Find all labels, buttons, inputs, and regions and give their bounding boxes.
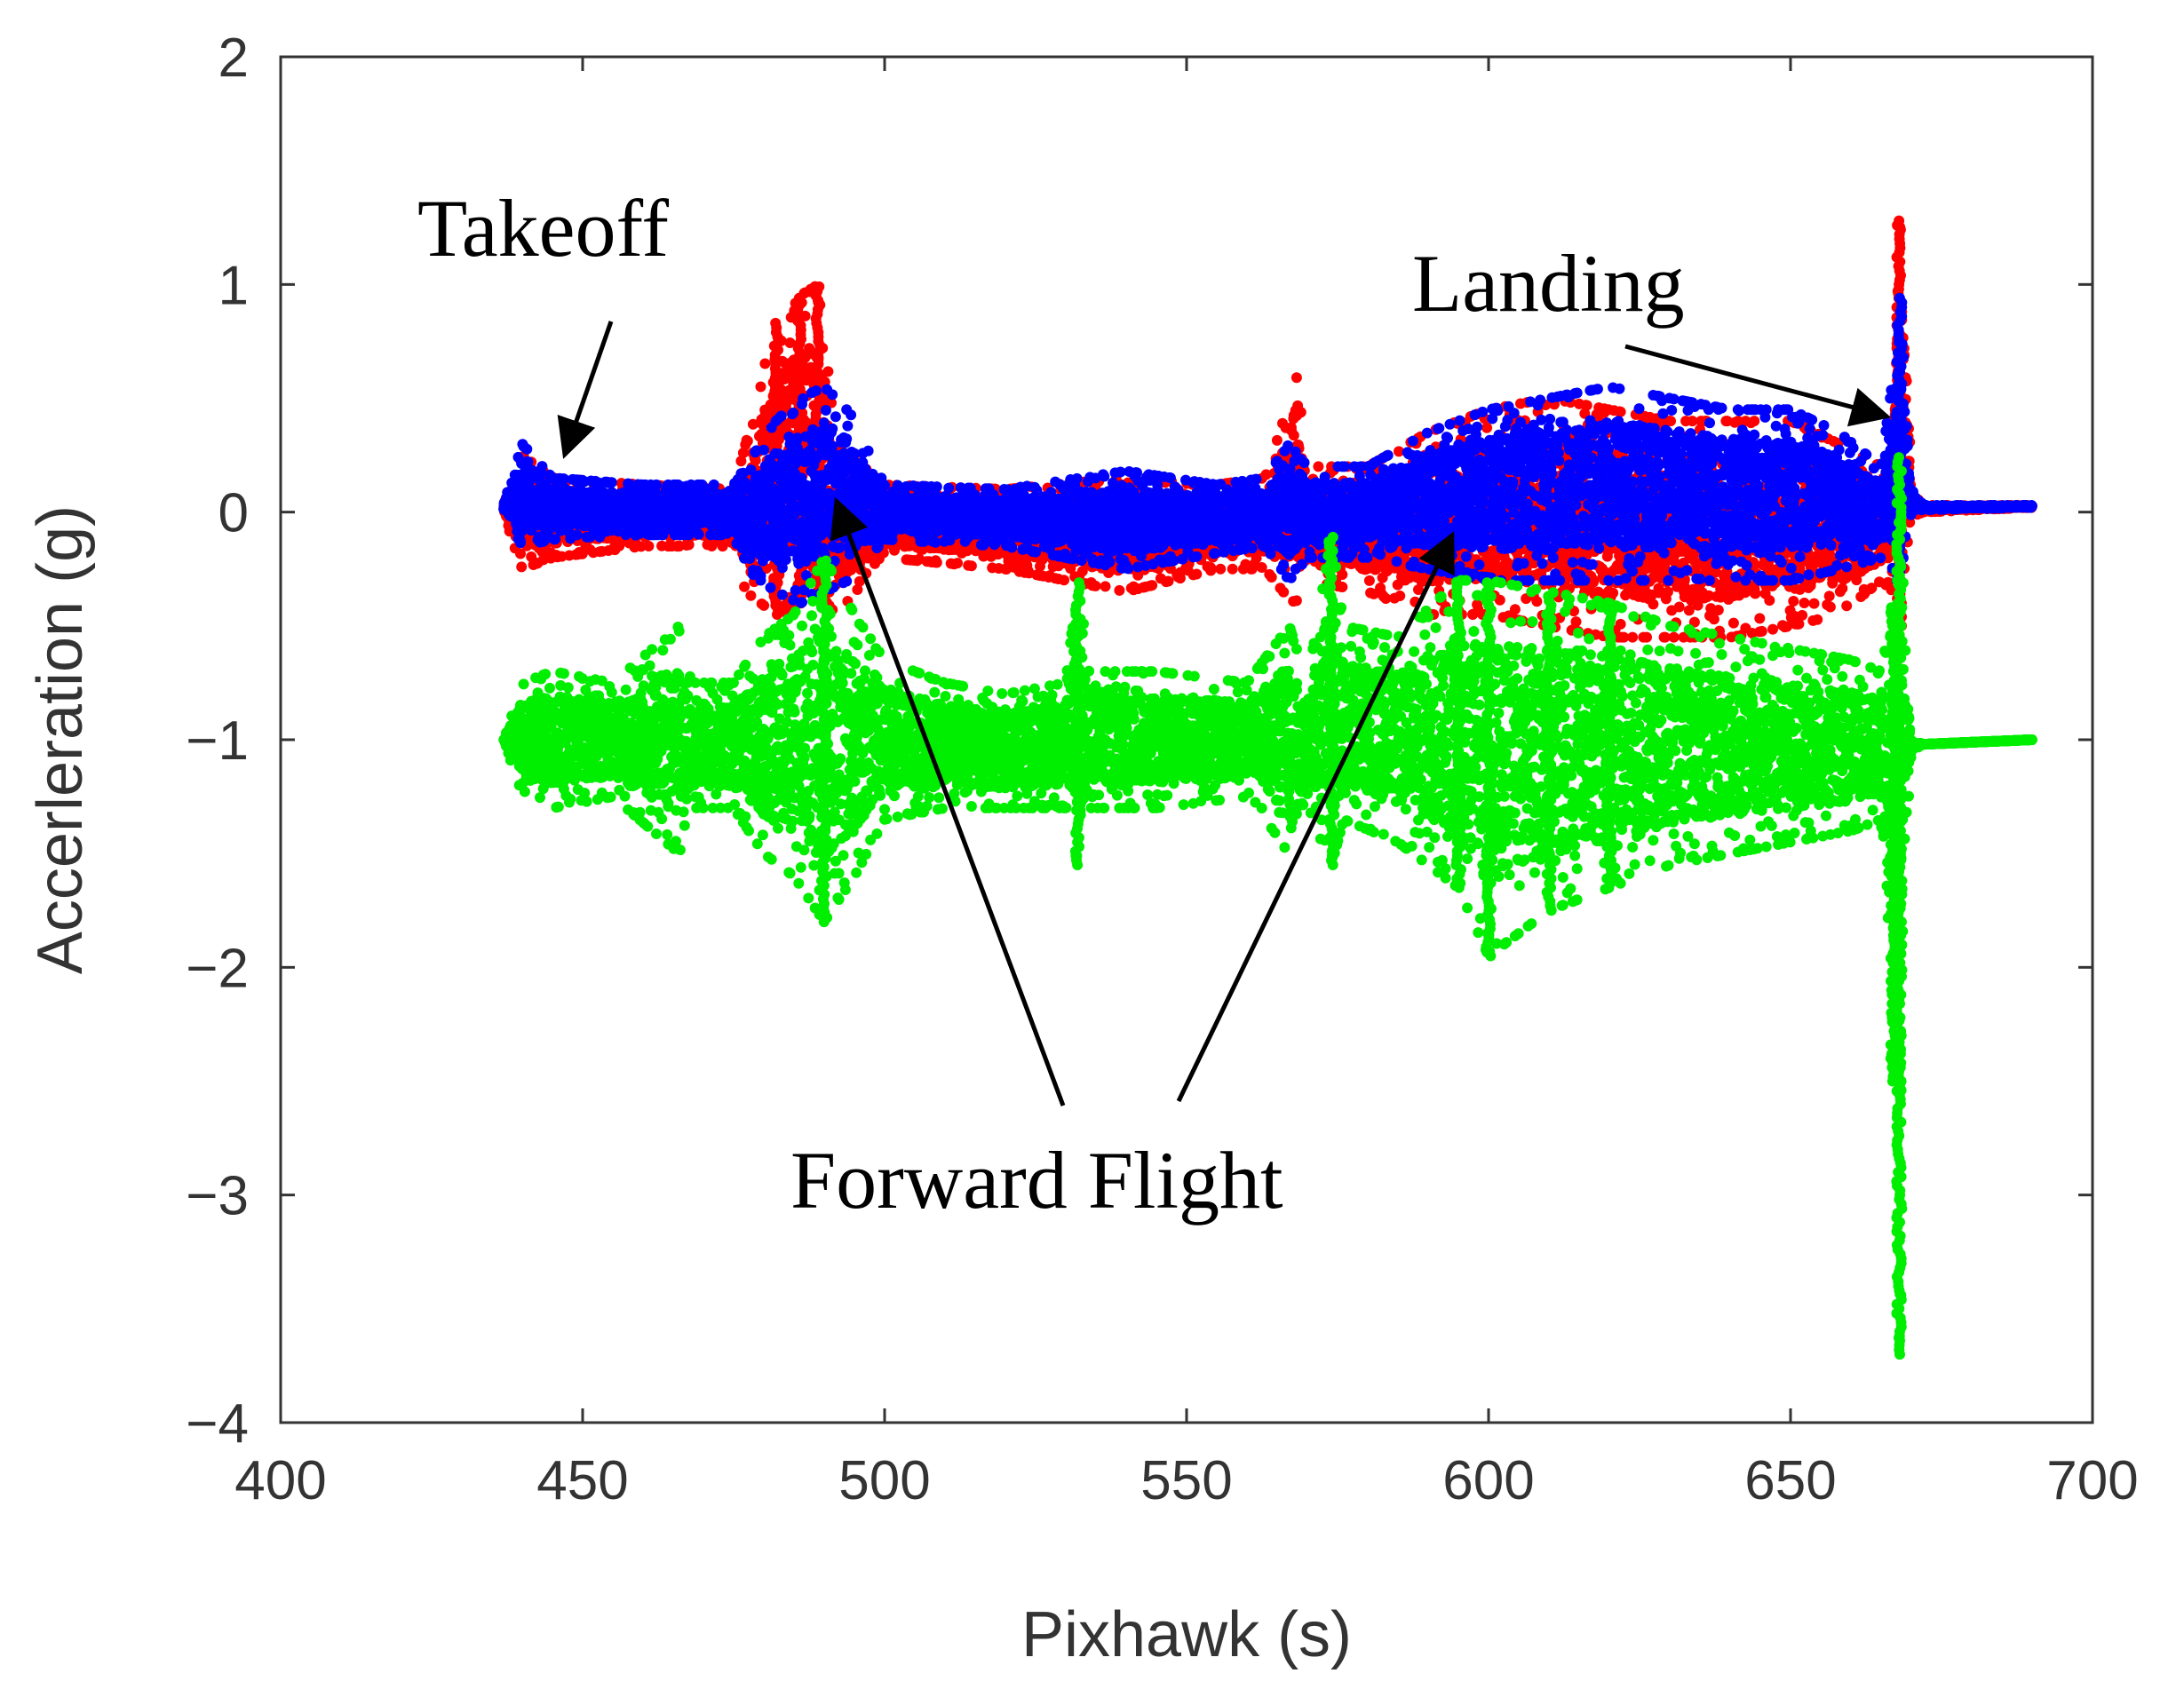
scatter-point [1337, 582, 1348, 592]
scatter-point [683, 539, 695, 551]
scatter-series-layer [498, 215, 2037, 1360]
scatter-point [965, 560, 977, 572]
scatter-point [1163, 575, 1174, 587]
scatter-point [1227, 563, 1238, 575]
scatter-point [635, 541, 647, 552]
scatter-point [515, 548, 526, 559]
scatter-point [1215, 563, 1227, 575]
scatter-point [1509, 604, 1521, 615]
scatter-point [1291, 372, 1302, 384]
scatter-point [742, 435, 753, 447]
scatter-point [1531, 596, 1543, 607]
scatter-point [1288, 430, 1299, 441]
scatter-point [1363, 575, 1375, 586]
scatter-point [758, 599, 770, 611]
scatter-point [1313, 461, 1324, 472]
scatter-point [1059, 575, 1069, 586]
scatter-point [1147, 580, 1158, 591]
scatter-point [759, 358, 771, 369]
scatter-point [1291, 595, 1302, 607]
scatter-point [516, 561, 528, 573]
scatter-point [1481, 422, 1493, 433]
scatter-point [745, 590, 757, 601]
scatter-point [1090, 580, 1101, 591]
scatter-point [1205, 565, 1217, 576]
scatter-point [1191, 568, 1203, 580]
scatter-point [755, 381, 766, 393]
scatter-point [1266, 572, 1277, 583]
scatter-point [1100, 581, 1111, 592]
scatter-point [739, 581, 751, 592]
scatter-point [1394, 591, 1406, 601]
scatter-point [717, 541, 728, 552]
scatter-point [952, 558, 963, 569]
scatter-point [931, 557, 942, 568]
scatter-point [1271, 434, 1283, 446]
scatter-point [1295, 407, 1306, 418]
scatter-point [643, 541, 655, 551]
scatter-point [1114, 584, 1125, 596]
scatter-point [1278, 586, 1290, 598]
scatter-point [1174, 573, 1186, 584]
